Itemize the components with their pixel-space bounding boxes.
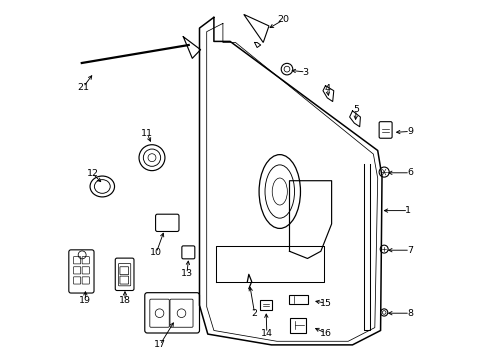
Text: 7: 7 (407, 246, 412, 255)
Polygon shape (183, 37, 200, 58)
Text: 8: 8 (407, 309, 412, 318)
Ellipse shape (281, 63, 292, 75)
Ellipse shape (380, 245, 387, 253)
Text: 10: 10 (150, 248, 162, 257)
FancyBboxPatch shape (115, 258, 134, 291)
Text: 15: 15 (319, 299, 331, 307)
Text: 2: 2 (251, 309, 257, 318)
FancyBboxPatch shape (69, 250, 94, 293)
FancyBboxPatch shape (378, 122, 391, 138)
Text: 12: 12 (86, 169, 99, 178)
Polygon shape (349, 111, 360, 127)
Polygon shape (244, 14, 268, 42)
Text: 16: 16 (319, 328, 331, 338)
FancyBboxPatch shape (118, 264, 130, 286)
Text: 19: 19 (79, 296, 91, 305)
Text: 11: 11 (141, 130, 153, 139)
Text: 6: 6 (407, 168, 412, 177)
FancyBboxPatch shape (289, 318, 306, 333)
FancyBboxPatch shape (260, 300, 272, 310)
Ellipse shape (90, 176, 114, 197)
Text: 21: 21 (77, 83, 89, 92)
Polygon shape (322, 86, 333, 102)
FancyBboxPatch shape (288, 295, 307, 304)
Text: 4: 4 (324, 84, 329, 93)
Ellipse shape (378, 167, 388, 177)
Text: 18: 18 (119, 296, 131, 305)
FancyBboxPatch shape (155, 214, 179, 231)
FancyBboxPatch shape (170, 299, 193, 327)
Text: 17: 17 (154, 341, 165, 349)
Text: 20: 20 (277, 15, 289, 24)
Text: 14: 14 (260, 328, 272, 338)
Text: 3: 3 (302, 68, 308, 77)
FancyBboxPatch shape (182, 246, 194, 259)
FancyBboxPatch shape (149, 299, 169, 327)
Text: 13: 13 (181, 269, 193, 278)
FancyBboxPatch shape (144, 293, 199, 333)
Text: 5: 5 (352, 105, 358, 114)
Ellipse shape (380, 309, 387, 316)
Text: 9: 9 (407, 127, 412, 136)
Text: 1: 1 (405, 206, 410, 215)
